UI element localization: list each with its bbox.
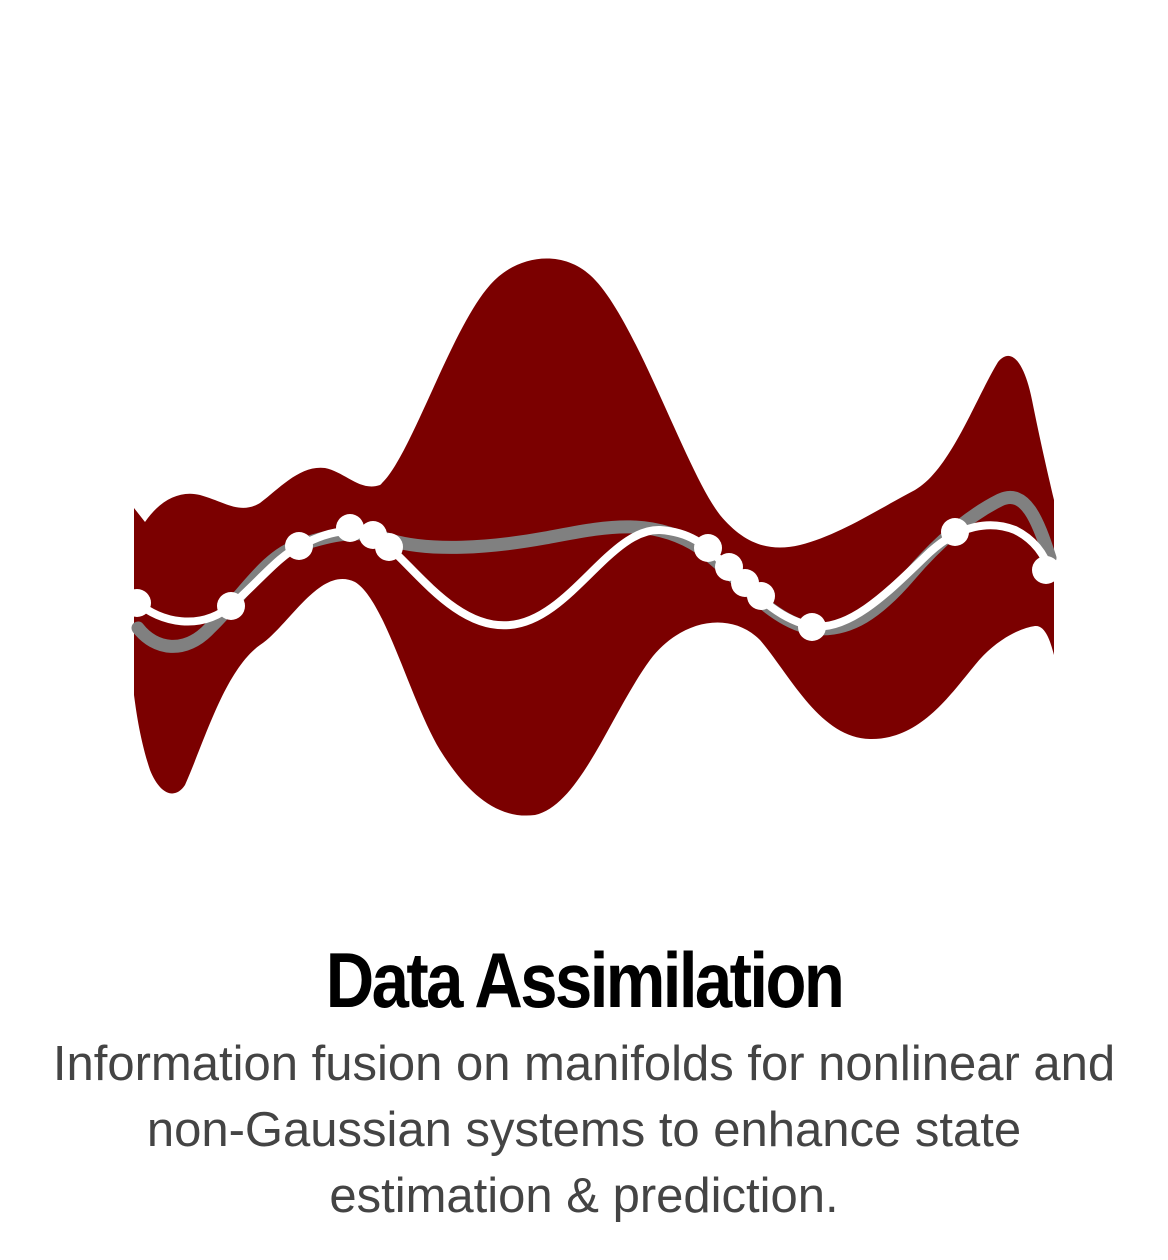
observation-point xyxy=(747,582,775,610)
data-assimilation-illustration xyxy=(123,258,1060,816)
observation-point xyxy=(285,532,313,560)
observation-point xyxy=(217,592,245,620)
uncertainty-band xyxy=(134,258,1054,816)
observation-point xyxy=(941,518,969,546)
estimate-curve xyxy=(134,521,1054,631)
observation-point xyxy=(798,613,826,641)
observation-point xyxy=(375,533,403,561)
caption: Data Assimilation Information fusion on … xyxy=(0,935,1168,1229)
observation-point xyxy=(1032,556,1060,584)
card-description: Information fusion on manifolds for nonl… xyxy=(52,1037,1116,1223)
observation-points xyxy=(123,514,1060,641)
observation-point xyxy=(336,514,364,542)
observation-point xyxy=(694,534,722,562)
card-title: Data Assimilation xyxy=(325,936,845,1024)
observation-point xyxy=(123,589,151,617)
